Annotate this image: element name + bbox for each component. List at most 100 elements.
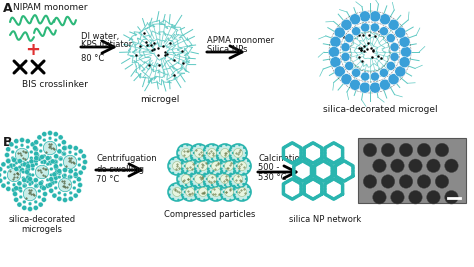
Circle shape — [195, 186, 197, 188]
Circle shape — [25, 139, 30, 144]
Circle shape — [19, 138, 25, 143]
Circle shape — [341, 160, 344, 163]
Circle shape — [325, 194, 328, 197]
Circle shape — [372, 197, 375, 200]
Circle shape — [225, 170, 228, 172]
Circle shape — [229, 149, 232, 151]
Circle shape — [14, 186, 18, 191]
Circle shape — [195, 160, 197, 162]
Circle shape — [359, 82, 370, 93]
Circle shape — [249, 191, 251, 193]
Circle shape — [57, 143, 61, 147]
Circle shape — [310, 178, 313, 181]
Circle shape — [234, 175, 243, 183]
Circle shape — [46, 183, 50, 188]
Circle shape — [41, 186, 46, 191]
Circle shape — [303, 179, 306, 182]
Circle shape — [6, 186, 11, 191]
Circle shape — [381, 158, 384, 161]
Circle shape — [55, 170, 60, 175]
Circle shape — [20, 143, 24, 147]
Circle shape — [198, 172, 200, 174]
Circle shape — [319, 158, 321, 161]
Circle shape — [237, 187, 246, 197]
Circle shape — [286, 180, 289, 183]
Circle shape — [289, 142, 292, 145]
Circle shape — [217, 157, 219, 159]
Circle shape — [216, 183, 219, 185]
Circle shape — [43, 154, 46, 158]
Circle shape — [168, 194, 171, 196]
Circle shape — [186, 170, 189, 172]
Circle shape — [399, 175, 413, 188]
Circle shape — [295, 180, 298, 183]
Circle shape — [28, 202, 32, 206]
Circle shape — [194, 188, 197, 190]
Circle shape — [336, 163, 338, 166]
Circle shape — [69, 191, 73, 195]
Text: Compressed particles: Compressed particles — [164, 210, 255, 219]
Circle shape — [194, 159, 196, 161]
Circle shape — [206, 178, 208, 180]
Circle shape — [54, 154, 59, 159]
Circle shape — [63, 174, 67, 177]
Circle shape — [182, 160, 184, 162]
Circle shape — [365, 187, 368, 190]
Circle shape — [300, 151, 302, 155]
Circle shape — [230, 183, 232, 185]
Circle shape — [233, 171, 235, 173]
Circle shape — [395, 27, 406, 38]
Circle shape — [282, 184, 285, 187]
Circle shape — [401, 46, 411, 57]
Circle shape — [211, 198, 213, 200]
Circle shape — [375, 172, 378, 176]
Circle shape — [233, 188, 236, 190]
Circle shape — [359, 11, 370, 22]
Circle shape — [219, 178, 221, 180]
Circle shape — [339, 194, 342, 197]
Text: silica NP network: silica NP network — [289, 215, 361, 224]
Circle shape — [3, 176, 7, 180]
Circle shape — [35, 178, 38, 182]
Circle shape — [233, 145, 235, 147]
Circle shape — [237, 184, 239, 186]
Circle shape — [320, 160, 323, 163]
Circle shape — [237, 158, 239, 160]
Circle shape — [339, 145, 342, 148]
Circle shape — [238, 160, 241, 162]
Circle shape — [63, 146, 67, 151]
Circle shape — [381, 181, 384, 184]
Circle shape — [307, 180, 310, 183]
Circle shape — [199, 170, 201, 172]
Circle shape — [220, 185, 222, 187]
Circle shape — [177, 199, 180, 201]
Circle shape — [57, 149, 62, 154]
Circle shape — [377, 163, 380, 166]
Circle shape — [68, 169, 73, 174]
Circle shape — [233, 194, 236, 196]
Circle shape — [26, 164, 31, 169]
Circle shape — [190, 183, 192, 185]
Circle shape — [377, 176, 380, 179]
Circle shape — [372, 178, 375, 181]
Circle shape — [345, 34, 354, 43]
Circle shape — [39, 143, 43, 147]
Circle shape — [234, 186, 237, 188]
Circle shape — [363, 143, 377, 157]
Circle shape — [341, 187, 344, 190]
Circle shape — [334, 66, 345, 77]
Circle shape — [17, 186, 22, 191]
Circle shape — [6, 159, 11, 164]
Circle shape — [48, 136, 52, 140]
Circle shape — [298, 181, 301, 184]
Circle shape — [217, 173, 219, 175]
Circle shape — [292, 172, 295, 176]
Circle shape — [230, 157, 232, 159]
Circle shape — [0, 172, 1, 178]
Circle shape — [18, 165, 21, 169]
Circle shape — [337, 144, 340, 147]
Circle shape — [303, 191, 306, 194]
Circle shape — [303, 187, 306, 190]
Circle shape — [42, 132, 47, 137]
Circle shape — [6, 147, 11, 152]
